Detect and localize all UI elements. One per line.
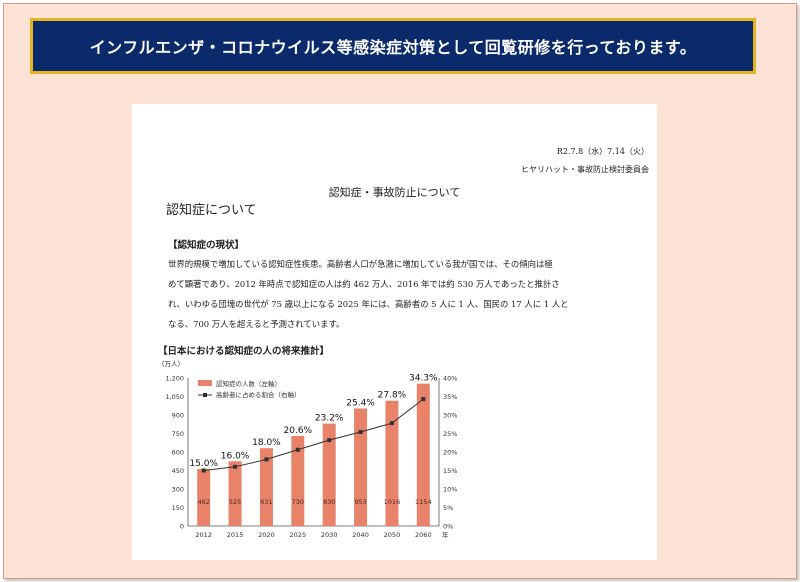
document-heading: 認知症について: [166, 203, 257, 218]
bar-value-label: 830: [323, 498, 335, 506]
x-tick-label: 2020: [258, 531, 275, 539]
legend-bar-swatch: [198, 380, 212, 386]
right-tick-label: 20%: [443, 449, 457, 457]
ratio-marker: [233, 464, 238, 469]
right-tick-label: 5%: [443, 504, 453, 512]
bar: [385, 400, 399, 526]
ratio-data-label: 18.0%: [252, 438, 281, 448]
bar-value-label: 525: [229, 498, 241, 506]
right-tick-label: 40%: [443, 375, 457, 383]
legend-line-label: 高齢者に占める割合（右軸）: [216, 390, 301, 399]
bar-value-label: 1154: [415, 498, 432, 506]
ratio-marker: [389, 421, 394, 426]
left-tick-label: 750: [172, 430, 184, 438]
paragraph: 世界的規模で増加している認知症性疾患。高齢者人口が急激に増加している我が国では、…: [168, 254, 638, 334]
paragraph-line: めて顕著であり、2012 年時点で認知症の人は約 462 万人、2016 年では…: [168, 279, 560, 289]
right-tick-label: 25%: [443, 430, 457, 438]
legend-line-marker: [203, 393, 207, 397]
committee-name: ヒヤリハット・事故防止検討委員会: [521, 165, 649, 174]
x-tick-label: 2060: [415, 531, 432, 539]
ratio-marker: [295, 447, 300, 452]
x-axis-suffix: 年: [442, 530, 449, 539]
paragraph-line: 世界的規模で増加している認知症性疾患。高齢者人口が急激に増加している我が国では、…: [168, 259, 553, 269]
left-tick-label: 300: [172, 486, 184, 494]
x-tick-label: 2030: [321, 531, 338, 539]
ratio-line: [203, 398, 424, 471]
bar-value-label: 953: [354, 498, 366, 506]
paragraph-line: なる、700 万人を超えると予測されています。: [168, 319, 345, 329]
bar-value-label: 1016: [384, 498, 401, 506]
left-tick-label: 0: [180, 523, 184, 531]
right-tick-label: 15%: [443, 467, 457, 475]
right-tick-label: 0%: [443, 523, 453, 531]
ratio-marker: [421, 397, 426, 402]
bar: [259, 448, 273, 526]
left-tick-label: 150: [172, 504, 184, 512]
scanned-document: R2.7.8（水）7.14（火） ヒヤリハット・事故防止検討委員会 認知症・事故…: [132, 104, 657, 560]
ratio-marker: [201, 468, 206, 473]
ratio-data-label: 25.4%: [346, 398, 375, 408]
legend-bar-label: 認知症の人数（左軸）: [216, 379, 281, 388]
paragraph-line: れ、いわゆる団塊の世代が 75 歳以上になる 2025 年には、高齢者の 5 人…: [168, 299, 569, 309]
ratio-marker: [264, 457, 269, 462]
left-tick-label: 1,200: [165, 375, 184, 383]
bar-value-label: 462: [197, 498, 209, 506]
notice-banner: インフルエンザ・コロナウイルス等感染症対策として回覧研修を行っております。: [30, 18, 756, 74]
bar-value-label: 631: [260, 498, 272, 506]
ratio-data-label: 27.8%: [378, 391, 407, 401]
slide-frame: インフルエンザ・コロナウイルス等感染症対策として回覧研修を行っております。 R2…: [3, 3, 797, 579]
bar-value-label: 730: [292, 498, 304, 506]
ratio-data-label: 15.0%: [189, 459, 218, 469]
chart-title: 【日本における認知症の人の将来推計】: [158, 346, 330, 357]
section-title: 【認知症の現状】: [168, 240, 245, 251]
ratio-data-label: 34.3%: [409, 374, 438, 384]
x-tick-label: 2015: [227, 531, 244, 539]
dementia-projection-chart: 0 150 300 450 600 750 900 1,050 1,200 0% 5% 10% 15% 2…: [165, 374, 457, 539]
bar: [291, 435, 305, 526]
bar: [322, 423, 336, 526]
ratio-marker: [327, 438, 332, 443]
right-tick-label: 35%: [443, 393, 457, 401]
banner-text: インフルエンザ・コロナウイルス等感染症対策として回覧研修を行っております。: [89, 38, 697, 57]
right-tick-label: 10%: [443, 486, 457, 494]
document-title: 認知症・事故防止について: [328, 186, 461, 199]
ratio-data-label: 20.6%: [284, 426, 313, 436]
left-axis-unit: （万人）: [158, 360, 184, 368]
x-tick-label: 2012: [195, 531, 212, 539]
document-date: R2.7.8（水）7.14（火）: [556, 147, 649, 156]
bar: [197, 469, 211, 526]
right-tick-label: 30%: [443, 412, 457, 420]
x-tick-label: 2025: [290, 531, 307, 539]
x-tick-label: 2050: [384, 531, 401, 539]
bar: [354, 408, 368, 526]
left-tick-label: 450: [172, 467, 184, 475]
ratio-data-label: 16.0%: [221, 451, 250, 461]
left-tick-label: 900: [172, 412, 184, 420]
bar: [416, 383, 430, 526]
x-tick-label: 2040: [352, 531, 369, 539]
ratio-marker: [358, 430, 363, 435]
bar: [228, 461, 242, 526]
left-tick-label: 1,050: [165, 393, 184, 401]
ratio-data-label: 23.2%: [315, 414, 344, 424]
left-tick-label: 600: [172, 449, 184, 457]
